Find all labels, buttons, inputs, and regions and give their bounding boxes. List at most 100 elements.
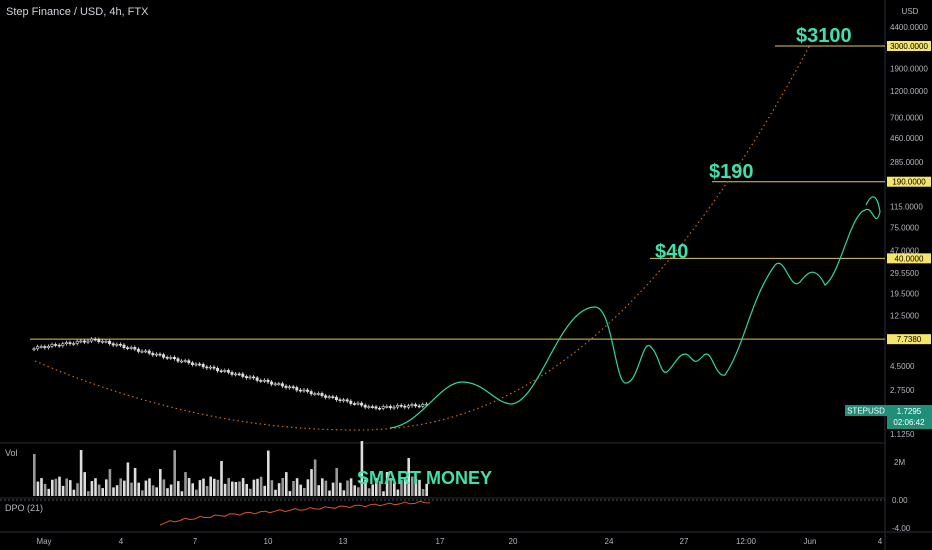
candle-body [46, 345, 50, 348]
candle-body [273, 383, 277, 386]
volume-bar [148, 478, 151, 496]
candle-body [219, 370, 223, 373]
time-tick-label: 4 [878, 537, 883, 546]
volume-bar [403, 478, 407, 496]
volume-bar [76, 483, 79, 496]
price-tick-label: 4.5000 [890, 362, 915, 371]
time-tick-label: Jun [804, 537, 817, 546]
volume-bar [317, 485, 320, 496]
candle-body [356, 402, 360, 405]
candle-body [370, 406, 374, 408]
volume-bar [137, 482, 140, 496]
volume-bar [331, 482, 335, 496]
candle-body [342, 399, 346, 402]
volume-bar [382, 491, 385, 496]
candle-body [100, 340, 104, 343]
volume-axis-tick: 2M [894, 458, 905, 467]
candle-body [266, 379, 270, 383]
volume-bar [342, 490, 346, 496]
candle-body [324, 395, 328, 398]
volume-bar [385, 472, 389, 496]
candle-body [147, 350, 151, 354]
candle-body [82, 340, 86, 343]
candle-body [169, 356, 173, 359]
candle-body [93, 338, 97, 341]
candle-body [223, 370, 227, 372]
candle-body [248, 376, 252, 379]
candle-body [421, 404, 425, 407]
volume-bar [245, 483, 248, 496]
price-axis-currency: USD [902, 7, 919, 16]
time-tick-label: 27 [680, 537, 689, 546]
candle-body [97, 339, 101, 342]
chart-title: Step Finance / USD, 4h, FTX [6, 6, 149, 18]
volume-bar [393, 483, 396, 496]
candle-body [234, 373, 238, 376]
volume-bar [159, 469, 162, 496]
candle-body [172, 356, 176, 359]
candle-body [392, 406, 396, 409]
level-price-label: 3000.0000 [890, 42, 928, 51]
candle-body [306, 389, 310, 392]
volume-bar [324, 480, 328, 496]
volume-bar [40, 478, 43, 496]
level-price-label: 190.0000 [892, 178, 926, 187]
candle-body [262, 379, 266, 382]
price-tick-label: 47.0000 [890, 246, 919, 255]
candle-body [165, 356, 169, 359]
volume-bar [115, 485, 119, 496]
candle-body [208, 366, 212, 369]
candle-body [183, 360, 187, 362]
volume-bar [414, 478, 418, 496]
projection-path [389, 196, 881, 429]
candle-body [277, 383, 281, 385]
candle-body [140, 350, 144, 353]
level-price-label-bg [887, 334, 931, 345]
candle-body [64, 342, 68, 345]
time-tick-label: May [36, 537, 51, 546]
candle-body [327, 396, 331, 399]
price-tick-label: 115.0000 [890, 202, 923, 211]
volume-bar [364, 479, 367, 496]
candle-body [176, 358, 180, 362]
volume-bar [51, 479, 54, 496]
price-tick-label: 75.0000 [890, 223, 919, 232]
candle-body [284, 385, 288, 388]
smart-money-annotation: SMART MONEY [357, 468, 492, 488]
candle-body [295, 387, 299, 391]
volume-bar [130, 482, 133, 496]
candle-body [151, 352, 155, 356]
volume-bar [43, 483, 47, 496]
time-tick-label: 24 [605, 537, 614, 546]
candle-body [180, 360, 184, 363]
candle-body [136, 348, 140, 352]
volume-bar [112, 487, 115, 496]
volume-bar [407, 458, 410, 496]
candle-body [396, 405, 400, 408]
volume-bar [87, 491, 90, 496]
candle-body [154, 353, 158, 356]
candle-body [406, 405, 410, 408]
price-tick-label: 1200.0000 [890, 87, 928, 96]
volume-bar [213, 478, 216, 496]
volume-bar [101, 488, 104, 496]
volume-bar [299, 484, 302, 496]
time-tick-label: 12:00 [736, 537, 757, 546]
candle-body [39, 346, 43, 348]
candle-body [345, 399, 349, 402]
candle-body [374, 406, 378, 409]
dpo-line [159, 500, 431, 526]
candle-body [75, 340, 79, 344]
candle-body [198, 363, 202, 366]
volume-bar [90, 481, 94, 496]
volume-bar [328, 490, 331, 496]
candle-body [216, 367, 220, 372]
volume-bar [202, 478, 205, 496]
volume-bar [231, 481, 234, 496]
current-price-tag [887, 405, 932, 429]
volume-bar [198, 480, 202, 496]
volume-bar [151, 485, 155, 496]
volume-bar [105, 479, 108, 496]
level-price-label-bg [887, 253, 931, 264]
